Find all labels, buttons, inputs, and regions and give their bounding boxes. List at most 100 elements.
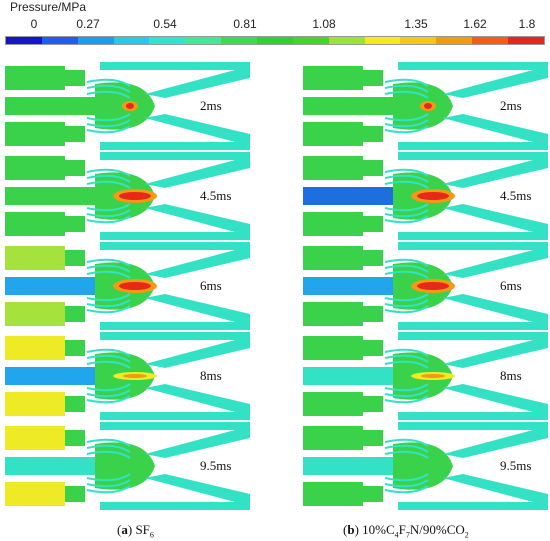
color-swatch — [257, 37, 293, 44]
time-label: 2ms — [200, 98, 222, 113]
caption-a-subscript: 6 — [149, 530, 154, 540]
color-swatch — [6, 37, 42, 44]
time-label: 6ms — [500, 278, 522, 293]
upper-cylinder — [5, 336, 65, 360]
upper-step — [65, 250, 85, 266]
upper-step — [363, 160, 383, 176]
arc-core — [119, 192, 151, 200]
flow-guide-lower — [86, 215, 131, 224]
legend-tick-label: 0 — [30, 17, 38, 31]
upper-cylinder — [5, 156, 65, 180]
color-swatch — [221, 37, 258, 44]
legend-title: Pressure/MPa — [10, 0, 87, 14]
flow-guide-upper — [384, 258, 429, 267]
lower-step — [363, 396, 383, 412]
color-swatch — [328, 37, 365, 44]
panel-b — [303, 62, 548, 510]
flow-guide-upper — [86, 258, 131, 267]
nozzle-lower-wall — [145, 204, 250, 236]
snapshot-b-3 — [303, 332, 548, 420]
flow-guide-upper — [384, 168, 429, 177]
color-swatch — [400, 37, 437, 44]
outer-wall-bottom — [398, 322, 548, 330]
legend-tick-labels: 0 0.27 0.54 0.81 1.08 1.35 1.62 1.8 — [0, 17, 550, 33]
nozzle-upper-wall — [443, 156, 548, 188]
arc-core — [123, 374, 147, 378]
lower-cylinder — [5, 302, 65, 326]
nozzle-upper-wall — [443, 336, 548, 368]
caption-b-part: F — [398, 522, 406, 537]
flow-guide-upper — [86, 174, 131, 183]
snapshot-a-2 — [5, 242, 250, 330]
upper-step — [65, 160, 85, 176]
snapshot-a-3 — [5, 332, 250, 420]
lower-step — [363, 216, 383, 232]
lower-step — [363, 126, 383, 142]
flow-guide-lower — [384, 203, 429, 212]
upper-step — [363, 70, 383, 86]
arc-core — [417, 192, 449, 200]
color-swatch — [508, 37, 544, 44]
arc-core — [126, 103, 134, 109]
lower-step — [65, 306, 85, 322]
outer-wall-top — [398, 152, 548, 160]
upper-step — [65, 430, 85, 446]
flow-guide-lower — [86, 203, 131, 212]
outer-wall-bottom — [398, 502, 548, 510]
lower-step — [65, 486, 85, 502]
outer-wall-top — [100, 242, 250, 250]
outer-wall-top — [398, 422, 548, 430]
flow-guide-upper — [86, 354, 131, 363]
flow-guide-lower — [384, 473, 429, 482]
flow-guide-lower — [86, 209, 131, 218]
flow-guide-lower — [384, 383, 429, 392]
outer-wall-bottom — [100, 412, 250, 420]
flow-guide-lower — [86, 125, 131, 134]
flow-guide-upper — [86, 180, 131, 189]
snapshot-b-4 — [303, 422, 548, 510]
center-channel — [303, 97, 418, 115]
arc-core — [421, 374, 445, 378]
flow-guide-upper — [384, 264, 429, 273]
color-swatch — [472, 37, 509, 44]
time-label: 4.5ms — [200, 188, 232, 203]
outer-wall-bottom — [100, 322, 250, 330]
nozzle-lower-wall — [145, 294, 250, 326]
time-label: 2ms — [500, 98, 522, 113]
nozzle-lower-wall — [443, 474, 548, 506]
caption-panel-b: (b) 10%C4F7N/90%CO2 — [343, 522, 469, 540]
nozzle-lower-wall — [443, 204, 548, 236]
lower-cylinder — [303, 302, 363, 326]
nozzle-lower-wall — [145, 384, 250, 416]
legend-tick-label: 0.54 — [153, 17, 177, 31]
flow-guide-lower — [86, 485, 131, 494]
legend-tick-label: 1.62 — [463, 17, 487, 31]
center-channel — [5, 187, 120, 205]
flow-guide-upper — [384, 348, 429, 357]
color-swatch — [77, 37, 114, 44]
flow-guide-upper — [384, 90, 429, 99]
caption-a-letter: a — [121, 522, 128, 537]
time-label: 9.5ms — [500, 458, 532, 473]
caption-panel-a: (a) SF6 — [117, 522, 154, 540]
center-channel — [303, 367, 418, 385]
caption-b-letter: b — [347, 522, 355, 537]
flow-guide-upper — [384, 444, 429, 453]
time-label: 4.5ms — [500, 188, 532, 203]
flow-guide-upper — [384, 78, 429, 87]
center-channel — [5, 457, 120, 475]
flow-guide-lower — [384, 125, 429, 134]
flow-guide-lower — [384, 293, 429, 302]
color-swatch — [113, 37, 150, 44]
nozzle-upper-wall — [145, 66, 250, 98]
nozzle-lower-wall — [443, 294, 548, 326]
outer-wall-bottom — [398, 232, 548, 240]
flow-guide-lower — [384, 209, 429, 218]
lower-step — [65, 216, 85, 232]
upper-step — [363, 340, 383, 356]
flow-guide-lower — [86, 479, 131, 488]
snapshot-b-1 — [303, 152, 548, 240]
upper-cylinder — [303, 246, 363, 270]
upper-cylinder — [5, 66, 65, 90]
color-swatch — [41, 37, 78, 44]
